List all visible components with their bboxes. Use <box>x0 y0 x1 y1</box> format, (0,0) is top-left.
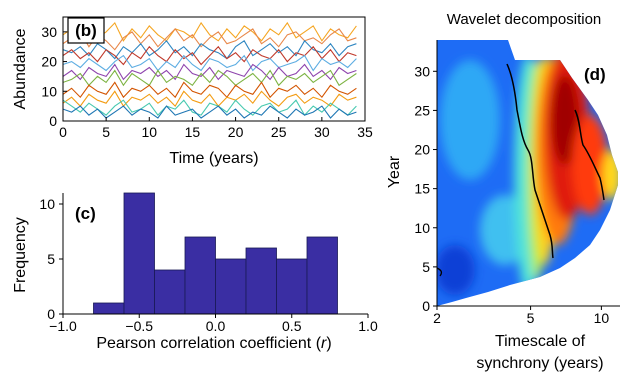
panel-b-y-tick-label: 0 <box>49 113 57 129</box>
panel-c-bar-5 <box>215 258 247 315</box>
panel-b-y-tick-label: 10 <box>41 83 57 99</box>
panel-d-x-tick-label: 10 <box>594 310 610 326</box>
panel-c-bar-1 <box>93 302 125 315</box>
panel-b-x-tick-label: 35 <box>357 124 373 140</box>
panel-c-y-tick-label: 0 <box>47 306 55 322</box>
panel-b-series-line-1 <box>63 21 357 42</box>
panel-b-x-tick-label: 30 <box>314 124 330 140</box>
panel-b-y-tick-label: 20 <box>41 54 57 70</box>
panel-c-x-axis-title: Pearson correlation coefficient (r) <box>96 335 331 352</box>
panel-d-red-right <box>572 115 608 215</box>
panel-c-bar-3 <box>154 269 186 315</box>
panel-c-bar-7 <box>276 258 308 315</box>
panel-c-x-axis-title-main: Pearson correlation coefficient ( <box>96 335 321 352</box>
panel-d-x-axis-title-line2: synchrony (years) <box>476 355 603 372</box>
panel-d-significance-contour-left <box>506 63 554 259</box>
panel-c-y-tick-label: 5 <box>47 251 55 267</box>
panel-c-bars-group <box>93 192 338 315</box>
panel-d-x-axis-title-line1: Timescale of <box>495 333 586 350</box>
panel-c-x-ticks: −1.0 −0.5 0.0 0.5 1.0 <box>49 314 378 334</box>
panel-c-bar-8 <box>306 236 338 315</box>
panel-b-label-box <box>67 17 105 44</box>
panel-c-bar-2 <box>123 192 155 315</box>
panel-c-x-tick-label: 1.0 <box>358 318 378 334</box>
panel-d-y-tick-label: 0 <box>422 298 430 314</box>
panel-c-bar-4 <box>184 236 216 315</box>
panel-c-y-axis-title: Frequency <box>12 217 29 293</box>
panel-d-yellow-right <box>602 150 618 200</box>
panel-c-x-tick-label: −1.0 <box>49 318 77 334</box>
panel-d-wavelet-heatmap: Wavelet decomposition <box>386 11 620 372</box>
panel-c-x-axis-title-var: r <box>321 335 327 352</box>
panel-d-x-tick-label: 2 <box>433 310 441 326</box>
panel-b-series-line-7 <box>63 69 357 87</box>
panel-b-series-line-6 <box>63 63 357 81</box>
panel-b-x-tick-label: 5 <box>102 124 110 140</box>
panel-c-x-tick-label: −0.5 <box>125 318 153 334</box>
panel-d-y-tick-label: 15 <box>414 181 430 197</box>
panel-c-label: (c) <box>75 204 96 223</box>
panel-d-light-blue-patch <box>440 60 500 180</box>
panel-d-dark-blue-patch <box>437 245 475 295</box>
panel-b-series-line-5 <box>63 54 357 72</box>
panel-b-series-line-3 <box>63 39 357 60</box>
panel-d-y-axis-title: Year <box>386 155 403 188</box>
panel-b-series-group <box>63 21 357 119</box>
panel-c-y-tick-label: 10 <box>39 196 55 212</box>
panel-c-x-tick-label: 0.5 <box>282 318 302 334</box>
panel-b-x-ticks: 0 5 10 15 20 25 30 35 <box>59 117 373 140</box>
panel-d-y-tick-label: 30 <box>414 63 430 79</box>
panel-d-x-ticks: 2 5 10 <box>433 306 609 326</box>
panel-b-series-line-2 <box>63 28 357 51</box>
panel-b-y-tick-label: 30 <box>41 24 57 40</box>
panel-b-label: (b) <box>75 21 97 40</box>
panel-c-histogram: −1.0 −0.5 0.0 0.5 1.0 0 5 10 (c) Pearson corre… <box>12 192 378 352</box>
panel-c-x-tick-label: 0.0 <box>206 318 226 334</box>
panel-b-series-line-11 <box>63 105 357 119</box>
panel-d-y-tick-label: 5 <box>422 259 430 275</box>
panel-c-y-ticks: 0 5 10 <box>39 196 63 322</box>
panel-d-label: (d) <box>584 65 606 84</box>
panel-b-x-tick-label: 15 <box>185 124 201 140</box>
panel-b-series-line-9 <box>63 90 357 108</box>
panel-b-x-tick-label: 10 <box>141 124 157 140</box>
panel-c-bar-6 <box>245 247 277 315</box>
panel-b-series-line-8 <box>63 81 357 99</box>
panel-d-dark-red-core <box>551 75 579 165</box>
panel-b-y-ticks: 0 10 20 30 <box>41 24 67 129</box>
panel-b-x-axis-title: Time (years) <box>169 150 258 167</box>
panel-d-y-ticks: 0 5 10 15 20 25 30 <box>414 63 437 314</box>
panel-b-frame <box>62 16 366 122</box>
panel-b-x-tick-label: 20 <box>228 124 244 140</box>
panel-b-series-line-10 <box>63 99 357 117</box>
panel-d-significance-contour-corner <box>437 267 443 277</box>
panel-d-y-tick-label: 20 <box>414 142 430 158</box>
panel-b-x-tick-label: 25 <box>271 124 287 140</box>
panel-d-title: Wavelet decomposition <box>447 11 602 28</box>
panel-d-significance-contour-right <box>574 109 605 201</box>
panel-b-x-tick-label: 0 <box>59 124 67 140</box>
panel-c-x-axis-title-end: ) <box>326 335 331 352</box>
panel-b-y-axis-title: Abundance <box>12 28 29 109</box>
panel-d-x-tick-label: 5 <box>527 310 535 326</box>
panel-d-y-tick-label: 25 <box>414 102 430 118</box>
panel-d-y-tick-label: 10 <box>414 220 430 236</box>
panel-b-series-line-4 <box>63 45 357 66</box>
